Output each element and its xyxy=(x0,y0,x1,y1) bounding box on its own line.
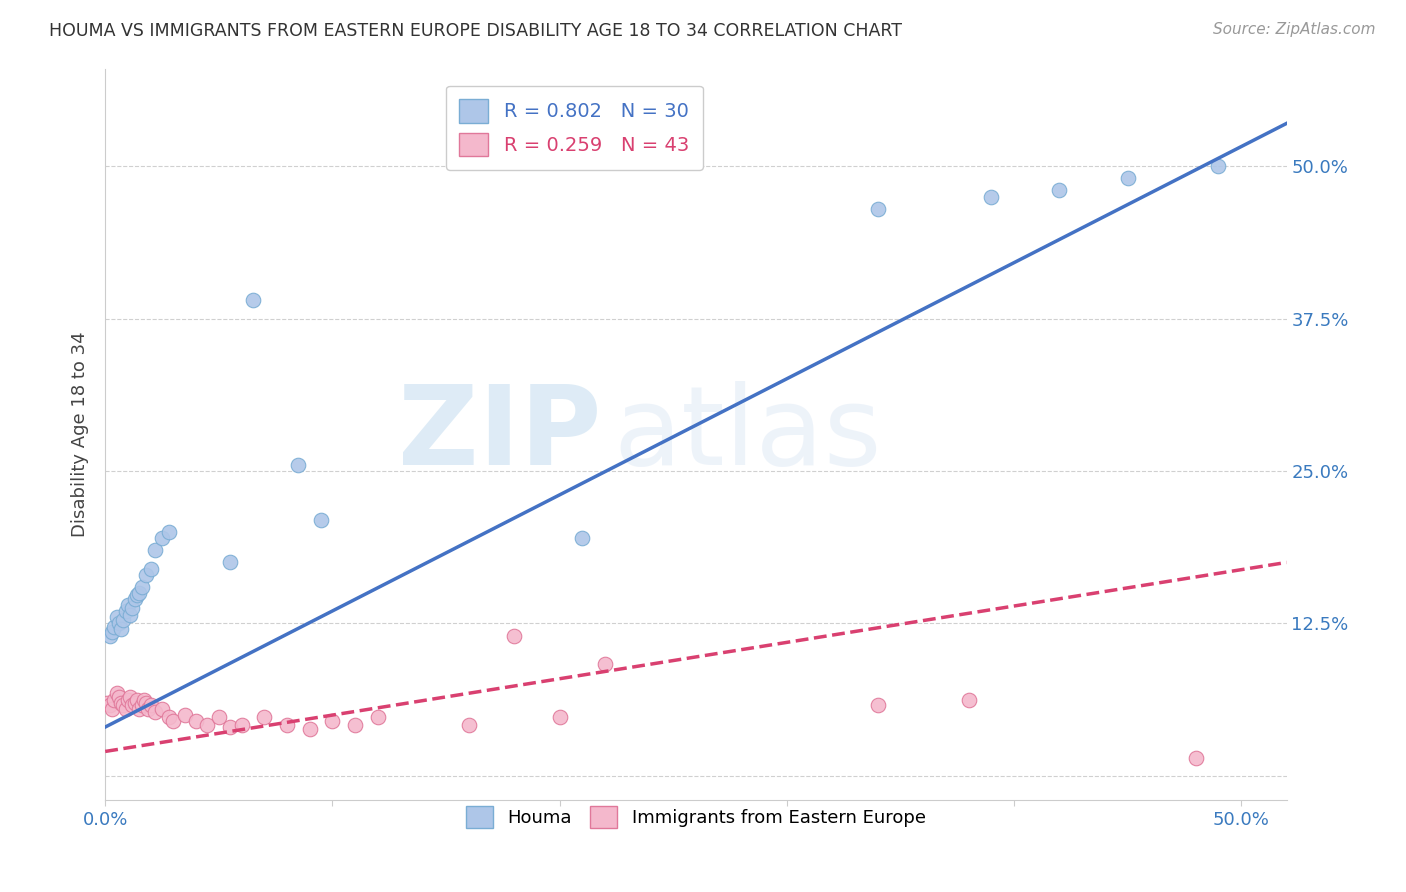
Point xyxy=(219,556,242,570)
Point xyxy=(298,723,321,737)
Point xyxy=(866,698,889,712)
Point xyxy=(135,696,157,710)
Point xyxy=(980,189,1002,203)
Point xyxy=(1184,750,1206,764)
Point xyxy=(101,702,124,716)
Point xyxy=(120,690,142,704)
Point xyxy=(548,710,571,724)
Point xyxy=(138,702,160,716)
Point xyxy=(139,698,162,712)
Point xyxy=(114,604,136,618)
Point xyxy=(105,610,128,624)
Point xyxy=(108,616,131,631)
Point xyxy=(105,686,128,700)
Text: atlas: atlas xyxy=(613,381,882,488)
Point xyxy=(131,580,153,594)
Point xyxy=(117,693,139,707)
Point xyxy=(344,717,367,731)
Point xyxy=(157,524,180,539)
Point xyxy=(866,202,889,216)
Point xyxy=(457,717,479,731)
Point xyxy=(321,714,343,728)
Y-axis label: Disability Age 18 to 34: Disability Age 18 to 34 xyxy=(72,332,89,537)
Point xyxy=(957,693,980,707)
Point xyxy=(276,717,298,731)
Point xyxy=(143,706,166,720)
Point xyxy=(108,690,131,704)
Point xyxy=(117,598,139,612)
Point xyxy=(103,620,125,634)
Point xyxy=(98,698,121,712)
Point xyxy=(124,696,146,710)
Point xyxy=(571,531,593,545)
Point xyxy=(593,657,616,671)
Point xyxy=(231,717,253,731)
Point xyxy=(125,693,148,707)
Point xyxy=(367,710,389,724)
Point xyxy=(173,707,195,722)
Point xyxy=(125,588,148,602)
Point xyxy=(96,696,118,710)
Point xyxy=(131,698,153,712)
Point xyxy=(121,698,143,712)
Point xyxy=(128,702,150,716)
Point xyxy=(132,693,155,707)
Point xyxy=(287,458,309,472)
Point xyxy=(157,710,180,724)
Point xyxy=(112,698,135,712)
Point xyxy=(114,702,136,716)
Point xyxy=(103,693,125,707)
Point xyxy=(120,607,142,622)
Point xyxy=(112,613,135,627)
Text: HOUMA VS IMMIGRANTS FROM EASTERN EUROPE DISABILITY AGE 18 TO 34 CORRELATION CHAR: HOUMA VS IMMIGRANTS FROM EASTERN EUROPE … xyxy=(49,22,903,40)
Point xyxy=(128,586,150,600)
Point xyxy=(1116,171,1139,186)
Point xyxy=(208,710,231,724)
Text: ZIP: ZIP xyxy=(398,381,602,488)
Point xyxy=(309,513,332,527)
Point xyxy=(253,710,276,724)
Point xyxy=(150,531,173,545)
Point xyxy=(197,717,219,731)
Legend: Houma, Immigrants from Eastern Europe: Houma, Immigrants from Eastern Europe xyxy=(458,798,934,835)
Point xyxy=(143,543,166,558)
Point xyxy=(124,592,146,607)
Point xyxy=(98,629,121,643)
Point xyxy=(139,561,162,575)
Point xyxy=(101,624,124,639)
Point xyxy=(1047,184,1070,198)
Point xyxy=(1208,159,1230,173)
Point xyxy=(150,702,173,716)
Point xyxy=(121,600,143,615)
Point xyxy=(184,714,207,728)
Point xyxy=(219,720,242,734)
Point xyxy=(242,293,264,308)
Point xyxy=(503,629,526,643)
Point xyxy=(162,714,184,728)
Point xyxy=(110,623,132,637)
Point xyxy=(110,696,132,710)
Text: Source: ZipAtlas.com: Source: ZipAtlas.com xyxy=(1212,22,1375,37)
Point xyxy=(135,567,157,582)
